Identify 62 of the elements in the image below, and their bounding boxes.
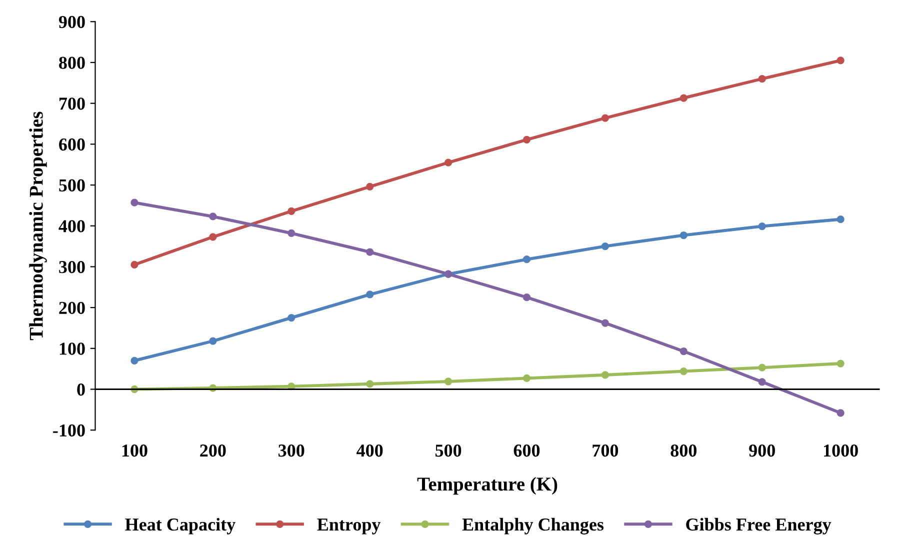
y-tick-label: 200 (59, 302, 85, 314)
point (680, 367, 688, 376)
point (836, 360, 844, 368)
point (288, 229, 296, 238)
x-tick-label: 400 (356, 444, 383, 457)
y-tick-label: 100 (60, 342, 85, 355)
y-tick-label: 400 (58, 220, 85, 232)
y-tick-label: 600 (59, 138, 85, 151)
point (522, 294, 531, 302)
point (601, 242, 610, 250)
point (601, 371, 610, 379)
legend-label: Gibbs Free Energy (686, 518, 832, 534)
point (288, 314, 296, 322)
point (680, 347, 688, 356)
point (836, 216, 844, 224)
point (444, 158, 452, 166)
y-tick-label: -100 (53, 424, 85, 437)
x-axis-title: Temperature (K) (417, 477, 558, 495)
point (366, 290, 374, 298)
point (130, 198, 138, 206)
x-tick-label: 900 (749, 444, 775, 457)
point (758, 75, 766, 83)
x-tick-label: 1000 (824, 444, 858, 457)
point (209, 233, 217, 241)
point (758, 222, 766, 230)
point (444, 378, 452, 386)
point (209, 337, 217, 345)
point (288, 207, 296, 215)
y-tick-label: 300 (59, 260, 85, 274)
y-tick-label: 900 (58, 16, 85, 28)
point (209, 212, 217, 220)
legend-label: Heat Capacity (125, 518, 236, 534)
x-tick-label: 200 (200, 444, 226, 457)
x-tick-label: 800 (670, 444, 697, 457)
point (522, 256, 531, 264)
point (758, 378, 766, 386)
point (366, 182, 374, 190)
y-tick-label: 0 (77, 384, 85, 396)
point (130, 260, 138, 268)
x-tick-label: 300 (278, 444, 304, 457)
point (680, 94, 688, 102)
legend-label: Entropy (317, 518, 381, 534)
point (522, 374, 531, 382)
x-tick-label: 500 (435, 444, 462, 457)
point (836, 56, 844, 64)
y-tick-label: 800 (59, 56, 85, 69)
x-tick-label: 100 (122, 444, 148, 457)
point (522, 136, 531, 144)
point (601, 319, 610, 327)
legend-label: Entalphy Changes (462, 518, 604, 534)
y-tick-label: 500 (59, 179, 85, 192)
x-tick-label: 700 (592, 444, 618, 457)
y-axis-title: Thermodynamic Properties (29, 112, 47, 340)
x-tick-label: 600 (514, 444, 540, 457)
point (758, 364, 766, 372)
point (366, 380, 374, 388)
point (680, 231, 688, 240)
point (130, 356, 138, 364)
point (366, 248, 374, 256)
point (836, 409, 844, 417)
y-tick-label: 700 (59, 98, 85, 110)
point (601, 114, 610, 122)
